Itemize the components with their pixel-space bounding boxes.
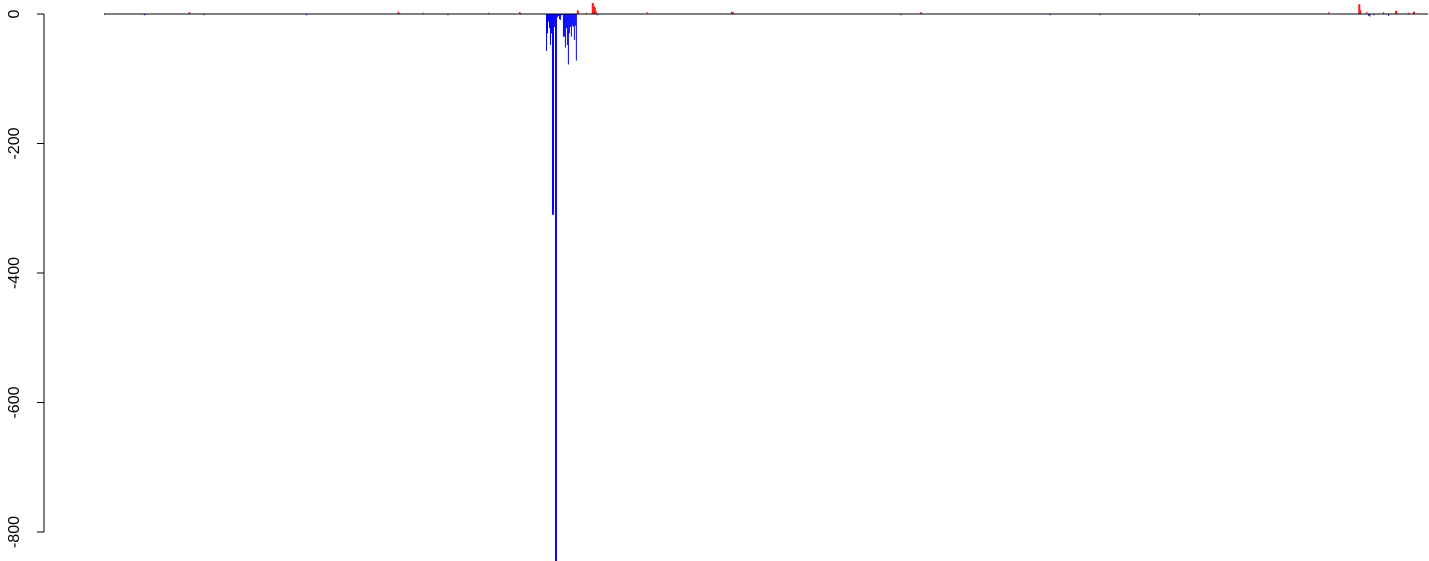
bar-75 — [1395, 10, 1397, 14]
bar-62 — [1049, 14, 1051, 16]
bar-74 — [1388, 14, 1390, 16]
bar-46 — [577, 10, 579, 14]
bar-15 — [546, 14, 548, 34]
bar-57 — [732, 12, 734, 14]
bar-59 — [900, 14, 902, 16]
bar-76 — [1396, 10, 1398, 14]
y-tick-label-0: 0 — [6, 9, 23, 18]
bar-11 — [488, 12, 490, 14]
bar-41 — [572, 14, 574, 27]
bar-4 — [189, 12, 191, 14]
bar-28 — [559, 14, 561, 20]
bar-52 — [595, 11, 597, 14]
bar-14 — [546, 14, 547, 51]
bar-71 — [1369, 14, 1371, 17]
y-tick-label-2: -400 — [6, 257, 23, 289]
bar-3 — [188, 12, 190, 14]
bar-20 — [551, 14, 553, 215]
bar-1 — [143, 14, 145, 16]
bar-22 — [553, 14, 555, 27]
bar-61 — [921, 12, 923, 14]
bar-32 — [563, 14, 565, 37]
bar-16 — [547, 14, 549, 22]
bar-17 — [548, 14, 550, 29]
bar-43 — [574, 14, 576, 26]
bar-77 — [1408, 12, 1410, 14]
bar-36 — [567, 14, 569, 65]
bar-19 — [550, 14, 552, 34]
bar-18 — [549, 14, 551, 46]
bar-64 — [1199, 14, 1201, 16]
bar-63 — [1099, 14, 1101, 16]
bar-72 — [1373, 14, 1375, 16]
bar-38 — [569, 14, 571, 27]
bar-48 — [591, 2, 593, 15]
bar-60 — [920, 12, 922, 14]
bar-13 — [520, 12, 522, 14]
bar-25 — [556, 14, 558, 18]
bars-layer — [104, 2, 1416, 561]
bar-6 — [306, 14, 308, 16]
y-tick-label-1: -200 — [6, 127, 23, 159]
bar-26 — [557, 14, 559, 16]
bar-49 — [592, 2, 594, 15]
bar-50 — [593, 6, 595, 14]
y-axis: 0 -200 -400 -600 -800 — [6, 9, 45, 548]
bar-73 — [1383, 12, 1385, 14]
bar-44 — [575, 14, 577, 61]
bar-31 — [562, 14, 564, 37]
bar-47 — [585, 12, 587, 14]
bar-51 — [594, 7, 596, 14]
bar-42 — [573, 14, 575, 40]
bar-37 — [568, 14, 570, 34]
bar-7 — [397, 11, 399, 14]
bar-66 — [1358, 4, 1360, 14]
bar-55 — [646, 12, 648, 14]
bar-79 — [1414, 12, 1416, 14]
bar-53 — [596, 14, 598, 16]
bar-10 — [447, 14, 449, 16]
bar-67 — [1359, 4, 1361, 14]
bar-33 — [564, 14, 566, 48]
bar-45 — [576, 10, 578, 14]
bar-21 — [552, 14, 554, 215]
bar-65 — [1328, 12, 1330, 14]
bar-68 — [1360, 10, 1362, 14]
bar-78 — [1413, 11, 1415, 14]
y-ticks: 0 -200 -400 -600 -800 — [6, 9, 44, 548]
bar-39 — [570, 14, 572, 37]
bar-12 — [519, 12, 521, 14]
bar-69 — [1366, 12, 1368, 14]
y-tick-label-4: -800 — [6, 516, 23, 548]
bar-35 — [566, 14, 568, 46]
bar-23 — [554, 14, 556, 561]
bar-9 — [422, 12, 424, 14]
bar-5 — [203, 14, 205, 16]
bar-8 — [398, 12, 400, 14]
bar-58 — [733, 12, 735, 14]
bar-70 — [1368, 14, 1370, 16]
bar-27 — [558, 14, 560, 20]
bar-24 — [555, 14, 557, 561]
bar-56 — [731, 11, 733, 14]
bar-29 — [560, 14, 562, 16]
bar-34 — [565, 14, 567, 29]
y-tick-label-3: -600 — [6, 386, 23, 418]
bar-40 — [571, 14, 573, 26]
